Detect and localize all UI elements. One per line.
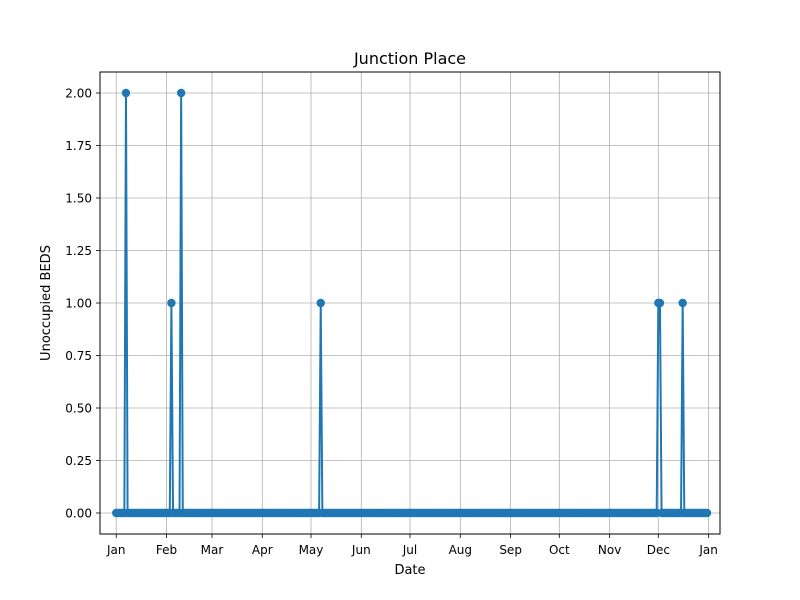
grid-lines (100, 72, 720, 534)
x-tick-label: May (299, 543, 324, 557)
x-tick-label: Jan (698, 543, 718, 557)
y-tick-label: 2.00 (65, 87, 92, 101)
data-point (316, 298, 325, 308)
y-tick-label: 1.25 (65, 244, 92, 258)
x-axis-ticks: Jan Feb Mar Apr May Jun Jul Aug Sep Oct Nov Dec Jan (106, 534, 718, 557)
x-tick-label: Nov (598, 543, 621, 557)
x-tick-label: Feb (156, 543, 177, 557)
y-tick-label: 0.75 (65, 349, 92, 363)
x-tick-label: Sep (499, 543, 522, 557)
x-tick-label: Jul (402, 543, 417, 557)
y-tick-label: 0.25 (65, 454, 92, 468)
y-axis-label: Unoccupied BEDS (39, 245, 54, 361)
data-point (655, 298, 665, 308)
x-tick-label: Aug (449, 543, 472, 557)
x-tick-label: Apr (252, 543, 273, 557)
x-tick-label: Mar (201, 543, 224, 557)
y-tick-label: 0.00 (65, 507, 92, 521)
chart-title: Junction Place (353, 49, 466, 68)
x-tick-label: Oct (549, 543, 570, 557)
data-point (176, 88, 186, 98)
series-unoccupied-beds (112, 88, 712, 518)
data-point (167, 298, 176, 308)
y-tick-label: 1.50 (65, 192, 92, 206)
x-tick-label: Jun (351, 543, 371, 557)
y-tick-label: 1.75 (65, 139, 92, 153)
y-tick-label: 0.50 (65, 402, 92, 416)
y-axis-ticks: 0.00 0.25 0.50 0.75 1.00 1.25 1.50 1.75 2.00 (65, 87, 100, 521)
x-tick-label: Jan (106, 543, 126, 557)
data-point (702, 508, 712, 518)
data-point (678, 298, 687, 308)
y-tick-label: 1.00 (65, 297, 92, 311)
plot-area-frame (99, 71, 721, 535)
x-axis-label: Date (394, 563, 425, 578)
data-point (121, 88, 131, 98)
x-tick-label: Dec (647, 543, 670, 557)
